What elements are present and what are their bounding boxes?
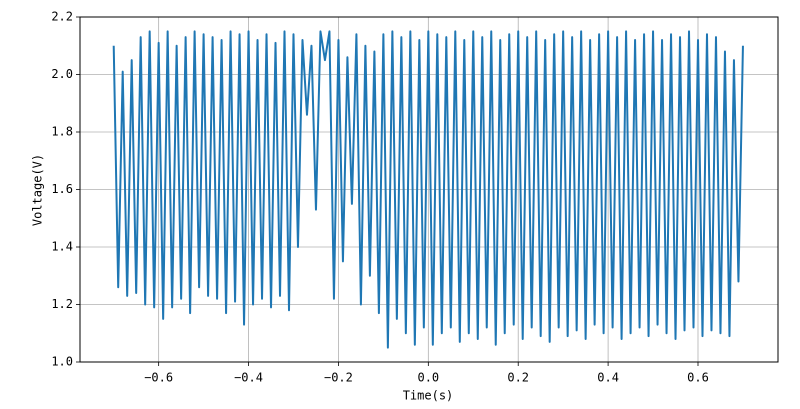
x-tick-label: −0.4	[234, 371, 263, 385]
x-tick-label: 0.6	[687, 371, 709, 385]
x-tick-label: −0.2	[324, 371, 353, 385]
y-tick-label: 2.2	[51, 10, 73, 24]
y-tick-label: 1.8	[51, 125, 73, 139]
y-tick-label: 1.0	[51, 355, 73, 369]
y-tick-label: 2.0	[51, 67, 73, 81]
y-tick-label: 1.4	[51, 240, 73, 254]
x-axis-label: Time(s)	[403, 389, 454, 403]
data-line	[112, 30, 744, 349]
x-tick-label: 0.0	[417, 371, 439, 385]
y-tick-label: 1.6	[51, 182, 73, 196]
y-axis-label: Voltage(V)	[31, 154, 45, 226]
y-tick-label: 1.2	[51, 297, 73, 311]
x-tick-label: 0.4	[597, 371, 619, 385]
x-tick-label: −0.6	[144, 371, 173, 385]
plot-frame	[79, 16, 779, 363]
x-tick-label: 0.2	[507, 371, 529, 385]
